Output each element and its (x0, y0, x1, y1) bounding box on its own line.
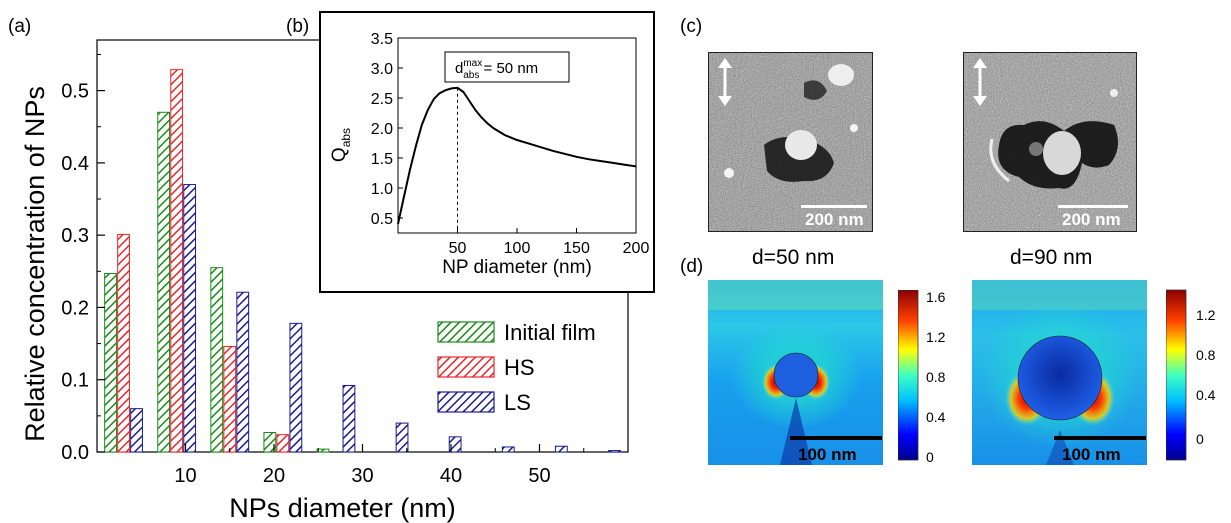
y-tick-label: 0.1 (61, 370, 89, 392)
colorbar-ticks: 1.6 1.2 0.8 0.4 0 (1196, 282, 1216, 447)
polarization-arrow (717, 58, 733, 106)
annotation-box (444, 51, 570, 83)
x-tick-label: 40 (440, 465, 462, 487)
colorbar-90nm: 1.6 1.2 0.8 0.4 0 (1166, 282, 1216, 461)
x-axis-label: NPs diameter (nm) (229, 493, 456, 523)
bar-ls (608, 450, 621, 453)
panel-d-label: (d) (680, 256, 704, 277)
bar-ls (130, 408, 143, 453)
scale-bar (801, 205, 867, 208)
legend-swatch (437, 391, 495, 413)
qabs-curve (397, 86, 637, 225)
near-field-map-90nm: 100 nm (972, 280, 1147, 465)
colorbar-ticks: 1.6 1.2 0.8 0.4 0 (926, 290, 946, 465)
y-tick-label: 1.0 (371, 181, 393, 198)
scale-bar-label: 200 nm (805, 210, 864, 229)
bar-initial-film (316, 448, 330, 453)
polarization-arrow (972, 58, 988, 106)
colorbar-tick-label: 0 (926, 449, 934, 465)
bar-initial-film (210, 267, 224, 453)
near-field-map-50nm: 100 nm (708, 280, 883, 465)
colorbar-tick-label: 0.4 (1196, 387, 1216, 403)
legend-label: HS (504, 355, 535, 380)
bar-ls (236, 291, 250, 453)
y-axis-label: Relative concentration of NPs (20, 86, 50, 442)
sem-texture-90 (964, 53, 1136, 231)
bar-initial-film (157, 111, 171, 453)
sem-image-50nm: 200 nm (708, 52, 873, 232)
y-tick-label: 2.5 (371, 91, 393, 108)
bar-hs (276, 434, 290, 453)
y-tick-label: 3.0 (371, 61, 393, 78)
sem-texture-50 (709, 53, 872, 231)
colorbar-tick-label: 1.2 (1196, 307, 1216, 323)
panel-a-label: (a) (8, 16, 32, 37)
bar-initial-film (263, 431, 277, 453)
histogram-chart: 0.0 0.1 0.2 0.3 0.4 0.5 10 20 30 40 50 NPs diameter… (20, 39, 629, 523)
x-tick-label: 200 (623, 240, 650, 257)
bar-ls (183, 184, 197, 453)
caption-d50: d=50 nm (752, 246, 835, 269)
colorbar-tick-label: 0.8 (926, 369, 946, 385)
y-tick-label: 0.2 (61, 297, 89, 319)
qabs-chart: 0.5 1.0 1.5 2.0 2.5 3.0 3.5 50 100 150 200 dmax abs … (319, 11, 655, 293)
bar-ls (342, 385, 356, 453)
y-tick-label: 2.0 (371, 121, 393, 138)
y-tick-label: 0.0 (61, 442, 89, 464)
bar-ls (289, 322, 303, 453)
legend-label: Initial film (504, 320, 596, 345)
annotation-text: dmax abs = 50 nm (455, 58, 538, 81)
panel-c-label: (c) (680, 16, 703, 37)
x-tick-label: 20 (263, 465, 285, 487)
x-tick-label: 150 (563, 240, 590, 257)
scale-bar (1058, 205, 1128, 208)
x-tick-label: 100 (504, 240, 531, 257)
colorbar-50nm: 1.6 1.2 0.8 0.4 0 (898, 290, 946, 465)
colorbar-tick-label: 0 (1196, 431, 1204, 447)
bar-ls (448, 436, 462, 453)
scale-bar-label: 100 nm (1062, 445, 1121, 464)
bar-initial-film (104, 272, 117, 453)
y-tick-label: 3.5 (371, 31, 393, 48)
legend-label: LS (504, 390, 531, 415)
bar-ls (501, 446, 515, 453)
colorbar-tick-label: 0.8 (1196, 347, 1216, 363)
x-axis-label: NP diameter (nm) (442, 257, 592, 278)
y-tick-label: 0.4 (61, 153, 89, 175)
x-tick-label: 50 (528, 465, 550, 487)
colorbar-tick-label: 1.6 (1196, 282, 1216, 283)
colorbar-tick-label: 0.4 (926, 409, 946, 425)
y-tick-label: 0.5 (61, 81, 89, 103)
legend-swatch (437, 356, 495, 378)
y-axis-label: Qabs (329, 128, 353, 162)
y-tick-label: 0.5 (371, 211, 393, 228)
bar-ls (395, 422, 409, 453)
y-tick-label: 1.5 (371, 151, 393, 168)
panel-b-label: (b) (286, 16, 310, 37)
bar-hs (117, 233, 130, 453)
legend-swatch (437, 321, 495, 343)
sem-image-90nm: 200 nm (963, 52, 1137, 232)
y-tick-label: 0.3 (61, 225, 89, 247)
bar-ls (554, 445, 568, 453)
caption-d90: d=90 nm (1010, 246, 1093, 269)
x-tick-label: 30 (351, 465, 373, 487)
colorbar-tick-label: 1.6 (926, 290, 946, 305)
bar-hs (223, 345, 237, 453)
x-tick-label: 10 (174, 465, 196, 487)
scale-bar-label: 200 nm (1062, 210, 1121, 229)
x-tick-label: 50 (449, 240, 467, 257)
bar-hs (170, 69, 184, 453)
scale-bar-label: 100 nm (798, 445, 857, 464)
colorbar-tick-label: 1.2 (926, 329, 946, 345)
